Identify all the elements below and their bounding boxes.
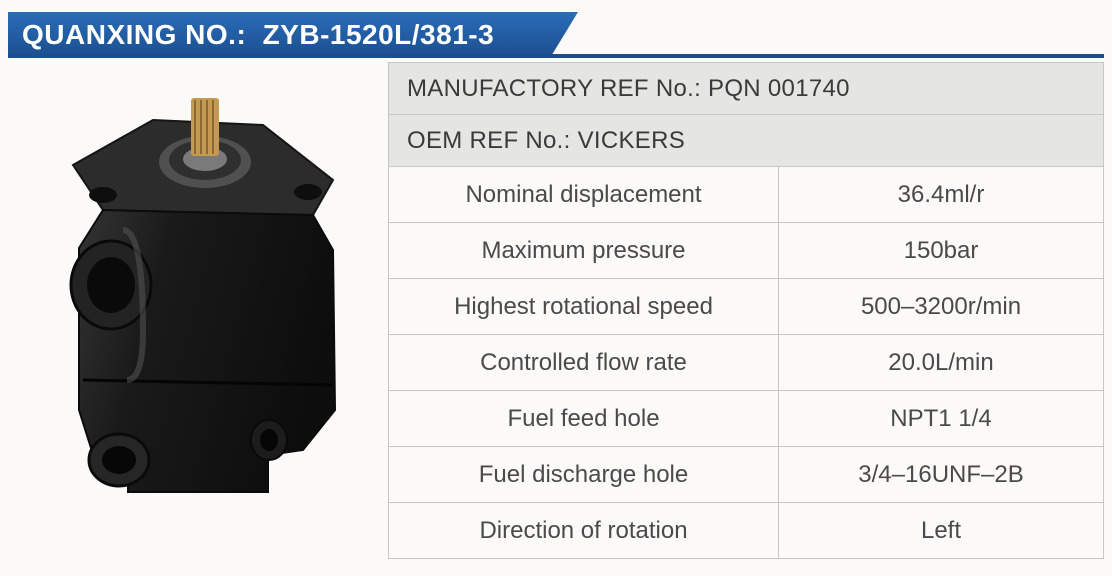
spec-value: 150bar <box>779 223 1104 279</box>
subheader-label: OEM REF No.: <box>407 127 571 154</box>
spline-shaft-icon <box>191 98 219 156</box>
spec-label: Controlled flow rate <box>389 335 779 391</box>
subheader-value: PQN 001740 <box>708 75 850 102</box>
subheader-value: VICKERS <box>578 127 685 154</box>
spec-label: Nominal displacement <box>389 167 779 223</box>
spec-label: Fuel feed hole <box>389 391 779 447</box>
spec-label: Highest rotational speed <box>389 279 779 335</box>
subheader-row-manufactory: MANUFACTORY REF No.: PQN 001740 <box>389 63 1104 115</box>
subheader-label: MANUFACTORY REF No.: <box>407 75 701 102</box>
spec-value: 36.4ml/r <box>779 167 1104 223</box>
table-row: Highest rotational speed 500–3200r/min <box>389 279 1104 335</box>
spec-label: Fuel discharge hole <box>389 447 779 503</box>
spec-table: MANUFACTORY REF No.: PQN 001740 OEM REF … <box>388 62 1104 559</box>
spec-value: 500–3200r/min <box>779 279 1104 335</box>
spec-value: 3/4–16UNF–2B <box>779 447 1104 503</box>
table-row: Fuel discharge hole 3/4–16UNF–2B <box>389 447 1104 503</box>
header-label: QUANXING NO.: <box>22 19 246 50</box>
header-title: QUANXING NO.: ZYB-1520L/381-3 <box>8 19 494 51</box>
subheader-oem: OEM REF No.: VICKERS <box>389 115 1104 167</box>
hydraulic-pump-icon <box>33 80 363 510</box>
subheader-row-oem: OEM REF No.: VICKERS <box>389 115 1104 167</box>
table-row: Fuel feed hole NPT1 1/4 <box>389 391 1104 447</box>
spec-value: Left <box>779 503 1104 559</box>
content-row: MANUFACTORY REF No.: PQN 001740 OEM REF … <box>8 62 1104 568</box>
header-value: ZYB-1520L/381-3 <box>263 19 495 50</box>
table-row: Nominal displacement 36.4ml/r <box>389 167 1104 223</box>
spec-value: 20.0L/min <box>779 335 1104 391</box>
product-spec-card: QUANXING NO.: ZYB-1520L/381-3 <box>8 8 1104 568</box>
product-image-column <box>8 62 388 568</box>
table-row: Controlled flow rate 20.0L/min <box>389 335 1104 391</box>
spec-label: Direction of rotation <box>389 503 779 559</box>
spec-label: Maximum pressure <box>389 223 779 279</box>
table-row: Maximum pressure 150bar <box>389 223 1104 279</box>
subheader-manufactory: MANUFACTORY REF No.: PQN 001740 <box>389 63 1104 115</box>
table-row: Direction of rotation Left <box>389 503 1104 559</box>
header-ribbon: QUANXING NO.: ZYB-1520L/381-3 <box>8 8 1104 62</box>
ribbon-underline <box>8 54 1104 58</box>
spec-table-column: MANUFACTORY REF No.: PQN 001740 OEM REF … <box>388 62 1104 568</box>
spec-value: NPT1 1/4 <box>779 391 1104 447</box>
